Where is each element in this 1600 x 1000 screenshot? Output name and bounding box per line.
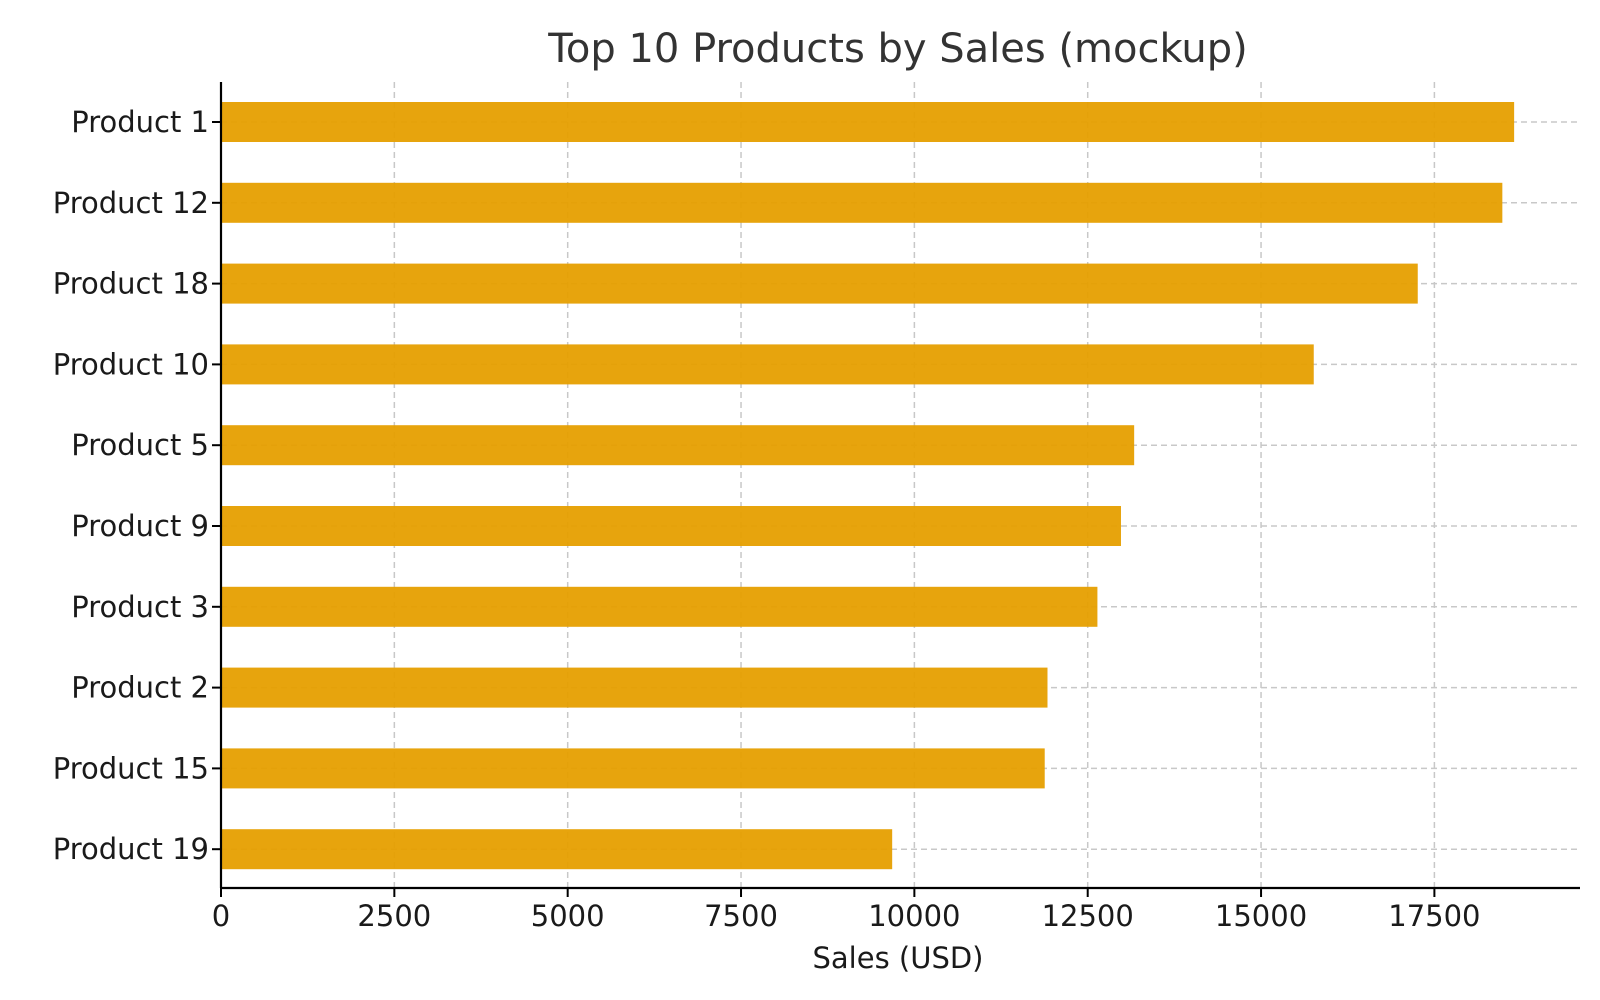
- y-tick-label: Product 18: [53, 267, 209, 301]
- x-tick-label: 0: [212, 899, 230, 933]
- y-tick-label: Product 5: [71, 428, 209, 462]
- x-tick-label: 17500: [1388, 899, 1480, 933]
- y-tick-label: Product 19: [53, 832, 209, 866]
- y-tick-label: Product 10: [53, 347, 209, 381]
- y-tick-label: Product 1: [71, 105, 209, 139]
- y-tick-label: Product 15: [53, 751, 209, 785]
- axes: [219, 82, 1580, 890]
- x-tick-labels: 0 2500 5000 7500 10000 12500 15000 17500: [212, 888, 1481, 933]
- bar-product-12: [221, 182, 1503, 223]
- bar-product-2: [221, 667, 1048, 708]
- bar-product-19: [221, 829, 893, 870]
- bar-product-3: [221, 586, 1098, 627]
- bar-product-1: [221, 102, 1515, 142]
- bars: [221, 102, 1515, 870]
- y-tick-label: Product 3: [71, 590, 209, 624]
- bar-product-9: [221, 506, 1121, 546]
- x-tick-label: 10000: [868, 899, 960, 933]
- x-tick-label: 7500: [704, 899, 778, 933]
- x-tick-label: 15000: [1215, 899, 1307, 933]
- x-tick-label: 12500: [1042, 899, 1134, 933]
- bar-product-18: [221, 263, 1418, 304]
- x-tick-label: 2500: [357, 899, 431, 933]
- y-tick-labels: Product 1 Product 12 Product 18 Product 10 P…: [53, 105, 221, 866]
- bar-product-5: [221, 425, 1135, 466]
- y-tick-label: Product 12: [53, 186, 209, 220]
- x-axis-label: Sales (USD): [813, 941, 984, 975]
- x-tick-label: 5000: [531, 899, 605, 933]
- y-tick-label: Product 9: [71, 509, 209, 543]
- bar-product-10: [221, 344, 1314, 385]
- y-tick-label: Product 2: [71, 671, 209, 705]
- bar-product-15: [221, 748, 1045, 789]
- chart-title: Top 10 Products by Sales (mockup): [547, 26, 1248, 72]
